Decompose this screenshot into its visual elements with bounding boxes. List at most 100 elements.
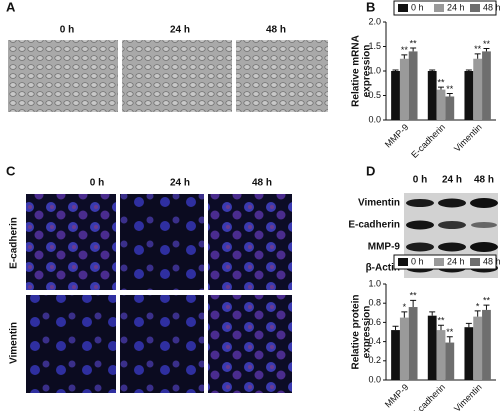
legend-swatch	[398, 258, 408, 266]
time-label: 48 h	[266, 25, 286, 36]
bar	[399, 317, 409, 380]
time-label: 48 h	[474, 175, 494, 186]
bar	[482, 51, 491, 120]
significance: **	[410, 291, 418, 301]
legend-label: 48 h	[483, 2, 500, 12]
error-bar	[474, 310, 481, 317]
legend-label: 48 h	[483, 256, 500, 266]
y-tick-label: 2.0	[368, 16, 381, 26]
micrograph	[120, 194, 204, 290]
micrograph	[208, 295, 292, 393]
y-tick-label: 0.5	[368, 90, 381, 100]
bar	[408, 307, 418, 380]
y-axis-label: Relative mRNA	[351, 35, 362, 107]
blot-label: Vimentin	[358, 198, 400, 209]
y-tick-label: 1.5	[368, 41, 381, 51]
legend-box	[393, 0, 497, 16]
error-bar	[392, 325, 399, 331]
panel-label: C	[6, 163, 16, 178]
significance: **	[401, 45, 409, 55]
time-label: 24 h	[170, 178, 190, 189]
error-bar	[474, 53, 481, 59]
micrograph	[26, 194, 116, 290]
micrograph	[8, 40, 118, 112]
x-tick-label: Vimentin	[452, 382, 484, 411]
x-tick-label: MMP-9	[383, 122, 411, 150]
time-label: 24 h	[442, 175, 462, 186]
y-tick-label: 1.0	[368, 278, 381, 288]
bar	[408, 51, 418, 120]
legend-label: 24 h	[447, 2, 465, 12]
micrograph	[120, 295, 204, 393]
y-tick-label: 0.6	[368, 317, 381, 327]
blot-label: β-Actin	[366, 263, 400, 274]
bar	[473, 58, 483, 120]
x-tick-label: E-cadherin	[409, 382, 447, 411]
legend-label: 0 h	[411, 256, 424, 266]
error-bar	[392, 69, 399, 71]
micrograph	[26, 295, 116, 393]
error-bar	[410, 299, 417, 308]
error-bar	[446, 336, 453, 343]
y-tick-label: 0.0	[368, 114, 381, 124]
error-bar	[410, 47, 417, 52]
legend-swatch	[398, 4, 408, 12]
blot-label: MMP-9	[368, 242, 401, 253]
bar	[445, 96, 455, 120]
y-axis-label: Relative protein	[351, 294, 362, 369]
blot-label: E-cadherin	[348, 220, 400, 231]
y-axis-label: expression	[362, 306, 373, 359]
error-bar	[401, 54, 408, 59]
significance: **	[446, 84, 454, 94]
legend-swatch	[470, 4, 480, 12]
error-bar	[465, 69, 472, 71]
bar	[427, 315, 437, 380]
time-label: 24 h	[170, 25, 190, 36]
error-bar	[429, 69, 436, 71]
bar	[427, 71, 437, 120]
significance: *	[403, 302, 407, 312]
error-bar	[446, 93, 453, 97]
y-axis-label: expression	[362, 45, 373, 98]
y-tick-label: 1.0	[368, 65, 381, 75]
error-bar	[401, 311, 408, 318]
y-tick-label: 0.2	[368, 355, 381, 365]
legend-label: 0 h	[411, 2, 424, 12]
bar	[399, 58, 409, 120]
time-label: 0 h	[60, 25, 74, 36]
error-bar	[438, 324, 444, 331]
error-bar	[429, 311, 436, 316]
bar	[391, 330, 400, 380]
legend-box	[393, 254, 497, 270]
x-tick-label: MMP-9	[383, 382, 411, 410]
row-label: E-cadherin	[9, 217, 20, 269]
y-tick-label: 0.0	[368, 374, 381, 384]
micrograph	[122, 40, 232, 112]
bar	[464, 327, 474, 380]
x-tick-label: Vimentin	[452, 122, 484, 154]
significance: **	[446, 327, 454, 337]
error-bar	[438, 86, 444, 90]
panel-label: D	[366, 163, 375, 178]
significance: **	[437, 78, 445, 88]
panel-label: A	[6, 0, 16, 14]
bar	[436, 330, 446, 380]
x-tick-label: E-cadherin	[409, 122, 447, 160]
time-label: 0 h	[413, 175, 427, 186]
bar	[464, 71, 474, 120]
error-bar	[483, 304, 490, 310]
legend-swatch	[434, 258, 444, 266]
significance: **	[483, 39, 491, 49]
significance: **	[483, 295, 491, 305]
legend-swatch	[434, 4, 444, 12]
bar	[445, 342, 455, 380]
row-label: Vimentin	[9, 322, 20, 364]
error-bar	[465, 322, 472, 328]
bar	[482, 309, 491, 380]
significance: **	[437, 316, 445, 326]
bar	[473, 316, 483, 380]
panel-label: B	[366, 0, 375, 14]
significance: **	[474, 44, 482, 54]
bar	[436, 89, 446, 120]
